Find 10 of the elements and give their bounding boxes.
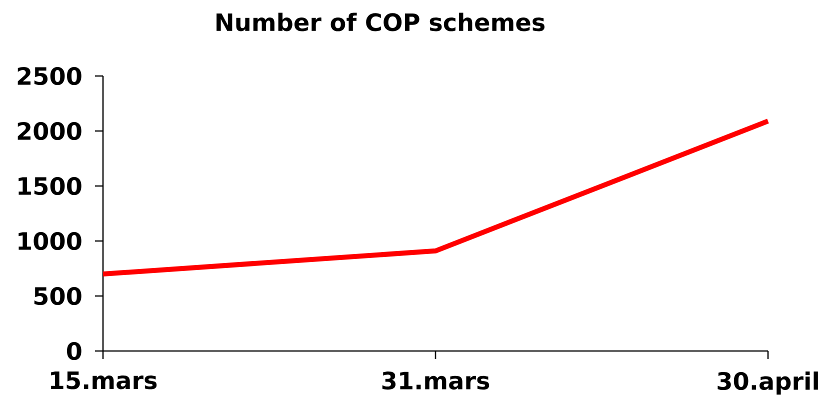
x-tick-label: 30.april — [718, 372, 818, 395]
x-tick-label: 31.mars — [382, 372, 490, 390]
y-tick-label: 2500 — [18, 66, 82, 86]
x-tick-label: 15.mars — [50, 372, 157, 390]
y-tick-label: 0 — [66, 342, 82, 360]
chart-title: Number of COP schemes — [216, 12, 544, 32]
y-tick-label: 1500 — [18, 176, 82, 196]
y-tick-label: 2000 — [18, 122, 82, 140]
y-tick-label: 500 — [34, 286, 82, 306]
y-tick-label: 1000 — [18, 232, 82, 250]
